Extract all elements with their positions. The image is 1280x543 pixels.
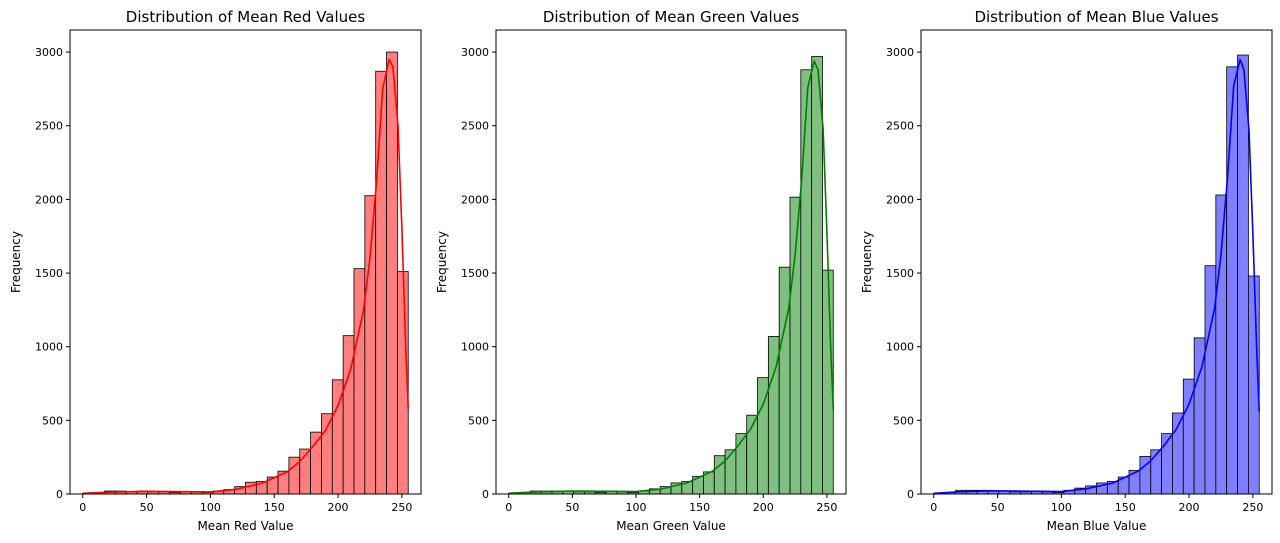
y-tick-label: 0 <box>482 488 489 501</box>
y-tick-label: 2000 <box>35 193 63 206</box>
axes-frame <box>495 29 847 495</box>
histogram-bar <box>1237 54 1249 495</box>
y-tick-label: 1500 <box>35 267 63 280</box>
x-tick-label: 50 <box>991 501 1005 514</box>
histogram-bars <box>508 56 834 495</box>
chart-title: Distribution of Mean Blue Values <box>974 8 1218 26</box>
x-tick-label: 100 <box>1051 501 1072 514</box>
y-axis-label: Frequency <box>9 231 23 293</box>
x-axis-label: Mean Blue Value <box>1047 519 1147 533</box>
histogram-bar <box>1150 449 1162 495</box>
chart-panel: 0 50 100 150 200 250050010001500200025003000D… <box>860 8 1273 533</box>
x-tick-label: 100 <box>626 501 647 514</box>
y-tick-label: 2500 <box>461 120 489 133</box>
histogram-bar <box>364 195 377 495</box>
x-tick-label: 100 <box>200 501 221 514</box>
y-tick-label: 500 <box>468 414 489 427</box>
axes-frame <box>920 29 1273 495</box>
y-axis-label: Frequency <box>435 231 449 293</box>
x-tick-label: 150 <box>689 501 710 514</box>
histogram-bar <box>800 69 813 495</box>
histogram-bar <box>778 266 791 495</box>
x-axis-label: Mean Red Value <box>197 519 293 533</box>
x-tick-label: 200 <box>1179 501 1200 514</box>
x-tick-label: 0 <box>930 501 937 514</box>
y-tick-label: 3000 <box>35 46 63 59</box>
histogram-bar <box>724 449 737 495</box>
chart-panel: 0 50 100 150 200 250050010001500200025003000D… <box>435 8 847 533</box>
y-tick-label: 1000 <box>886 341 914 354</box>
y-tick-label: 500 <box>42 414 63 427</box>
histogram-bars <box>933 54 1260 495</box>
y-tick-label: 1500 <box>886 267 914 280</box>
y-tick-label: 1000 <box>35 341 63 354</box>
y-tick-label: 3000 <box>886 46 914 59</box>
histogram-bar <box>789 196 802 495</box>
y-tick-label: 1500 <box>461 267 489 280</box>
x-tick-label: 150 <box>1115 501 1136 514</box>
kde-line <box>933 58 1260 495</box>
y-tick-label: 2500 <box>35 120 63 133</box>
x-tick-label: 150 <box>264 501 285 514</box>
y-axis-label: Frequency <box>860 231 874 293</box>
x-tick-label: 200 <box>328 501 349 514</box>
histogram-bars <box>82 51 409 495</box>
y-tick-label: 0 <box>907 488 914 501</box>
histogram-bar <box>811 56 823 495</box>
x-tick-label: 50 <box>565 501 579 514</box>
x-axis-label: Mean Green Value <box>616 519 726 533</box>
y-tick-label: 2000 <box>886 193 914 206</box>
x-tick-label: 250 <box>816 501 837 514</box>
histogram-bar <box>1215 194 1228 495</box>
histogram-bar <box>1226 66 1238 495</box>
x-tick-label: 50 <box>140 501 154 514</box>
y-tick-label: 2500 <box>886 120 914 133</box>
y-tick-label: 3000 <box>461 46 489 59</box>
x-tick-label: 250 <box>391 501 412 514</box>
x-tick-label: 0 <box>505 501 512 514</box>
histogram-bar <box>1204 265 1217 495</box>
histogram-bar <box>375 70 387 495</box>
y-tick-label: 1000 <box>461 341 489 354</box>
histogram-bar <box>353 268 366 495</box>
x-tick-label: 0 <box>79 501 86 514</box>
chart-title: Distribution of Mean Green Values <box>543 8 800 26</box>
histogram-bar <box>321 413 333 495</box>
y-tick-label: 500 <box>893 414 914 427</box>
axes-frame <box>69 29 422 495</box>
y-tick-label: 0 <box>56 488 63 501</box>
chart-panel: 0 50 100 150 200 250050010001500200025003000D… <box>9 8 422 533</box>
y-tick-label: 2000 <box>461 193 489 206</box>
kde-line <box>82 58 409 495</box>
histogram-bar <box>245 481 257 495</box>
chart-title: Distribution of Mean Red Values <box>126 8 366 26</box>
kde-line <box>508 60 835 495</box>
histogram-bar <box>386 51 398 495</box>
x-tick-label: 200 <box>753 501 774 514</box>
x-tick-label: 250 <box>1242 501 1263 514</box>
